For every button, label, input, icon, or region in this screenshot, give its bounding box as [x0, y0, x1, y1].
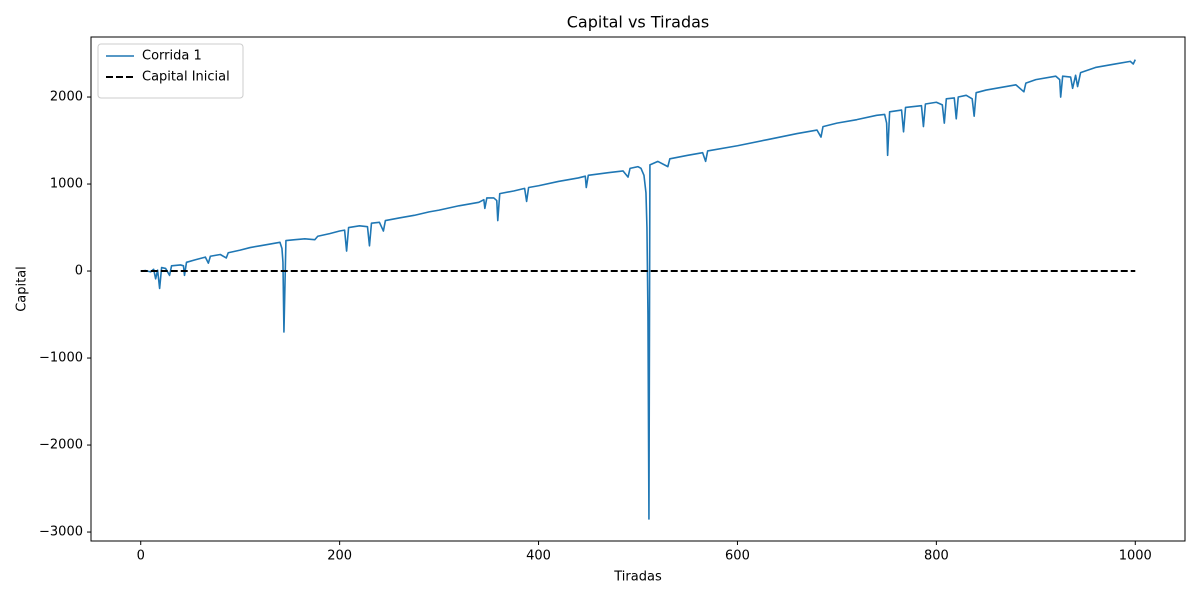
legend-box [97, 43, 244, 99]
y-tick-label: −3000 [39, 525, 83, 540]
legend: Corrida 1 Capital Inicial [97, 43, 244, 99]
y-tick-label: 2000 [50, 90, 83, 105]
x-tick-label: 800 [924, 549, 949, 564]
plot-frame [90, 36, 1186, 542]
y-axis-label: Capital [15, 266, 30, 312]
line-series [140, 59, 1136, 520]
legend-label: Corrida 1 [142, 49, 202, 64]
y-tick-label: 0 [75, 264, 83, 279]
y-tick-label: −1000 [39, 351, 83, 366]
x-tick-label: 0 [137, 549, 145, 564]
x-tick-label: 1000 [1119, 549, 1152, 564]
x-tick-label: 400 [526, 549, 551, 564]
y-tick-label: −2000 [39, 438, 83, 453]
x-tick-label: 600 [725, 549, 750, 564]
chart-title: Capital vs Tiradas [567, 13, 709, 32]
y-tick-label: 1000 [50, 177, 83, 192]
x-tick-label: 200 [327, 549, 352, 564]
x-axis-label: Tiradas [613, 570, 662, 585]
legend-label: Capital Inicial [142, 70, 230, 85]
